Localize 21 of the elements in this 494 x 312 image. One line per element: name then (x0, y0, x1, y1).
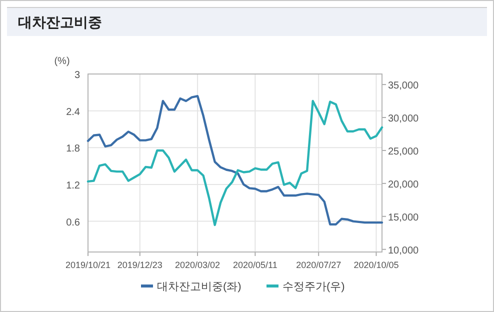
y-axis-title: (%) (54, 56, 70, 67)
y2-tick-label: 15,000 (388, 212, 420, 224)
y2-tick-label: 20,000 (388, 179, 420, 190)
y-tick-label: 3 (74, 70, 80, 81)
x-tick-label: 2019/10/21 (65, 260, 111, 270)
y-tick-label: 1.2 (66, 180, 80, 192)
y-tick-label: 1.8 (66, 144, 80, 155)
y2-tick-label: 30,000 (388, 114, 420, 125)
y2-tick-label: 35,000 (388, 80, 420, 92)
chart-title: 대차잔고비중 (18, 14, 102, 30)
x-tick-label: 2020/05/11 (232, 260, 278, 270)
y2-tick-label: 25,000 (388, 146, 420, 158)
x-tick-label: 2020/07/27 (296, 260, 342, 270)
x-tick-label: 2020/10/05 (354, 260, 399, 270)
legend-label: 수정주가(우) (282, 281, 345, 293)
y-tick-label: 2.4 (66, 106, 80, 118)
y-tick-label: 0.6 (66, 217, 80, 228)
legend-label: 대차잔고비중(좌) (157, 281, 242, 293)
x-tick-label: 2020/03/02 (175, 260, 220, 270)
y2-tick-label: 10,000 (388, 245, 420, 256)
x-tick-label: 2019/12/23 (117, 260, 162, 270)
